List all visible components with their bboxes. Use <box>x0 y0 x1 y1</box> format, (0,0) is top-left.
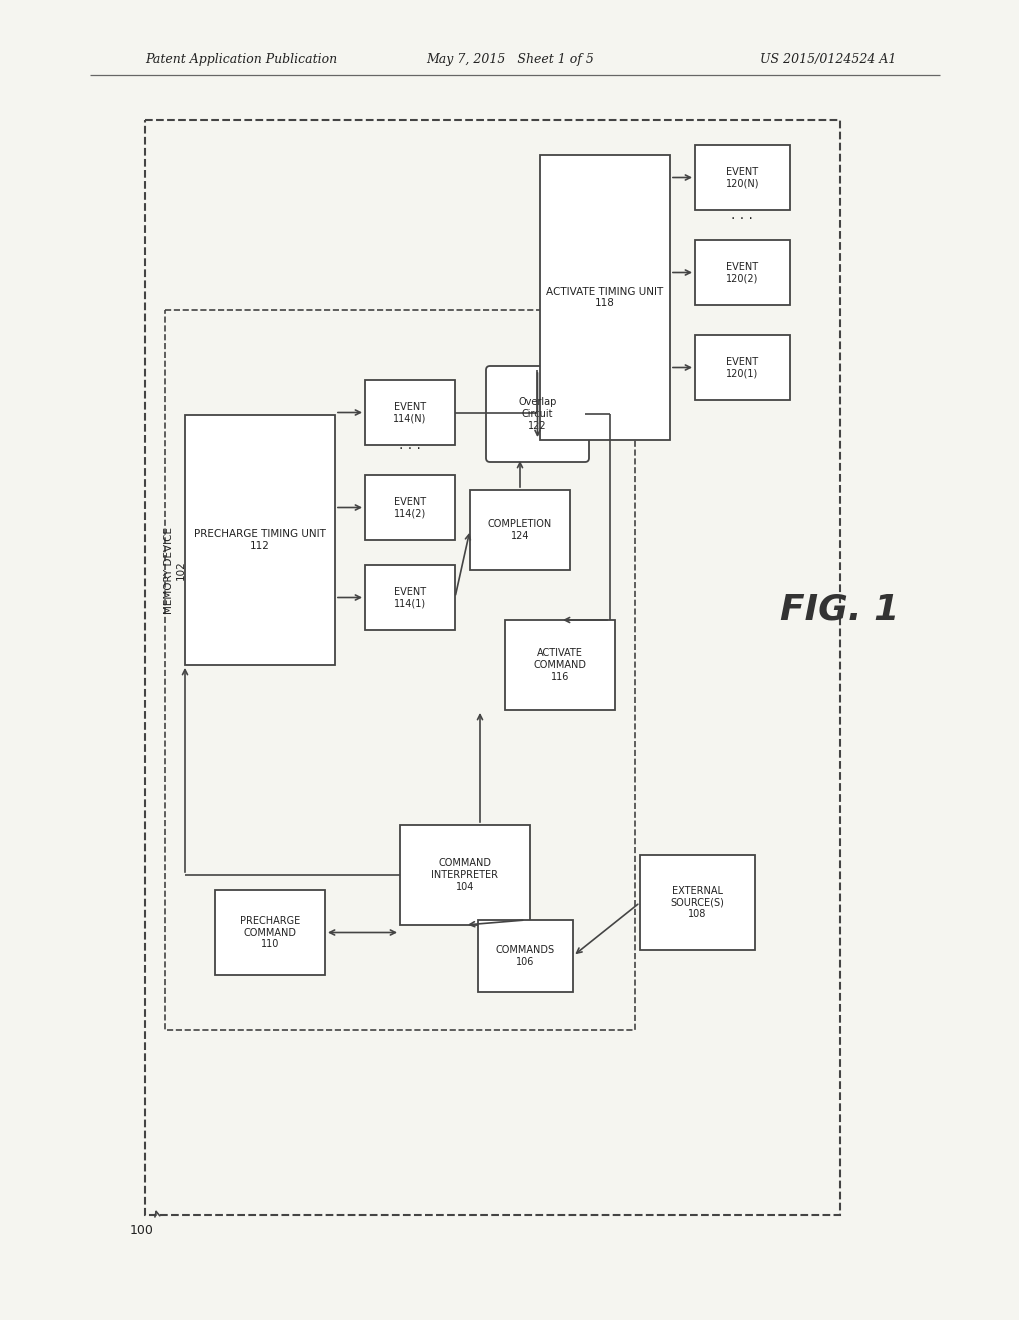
Text: FIG. 1: FIG. 1 <box>780 593 899 627</box>
Bar <box>365 475 454 540</box>
Text: ACTIVATE
COMMAND
116: ACTIVATE COMMAND 116 <box>533 648 586 681</box>
Text: US 2015/0124524 A1: US 2015/0124524 A1 <box>759 54 896 66</box>
Text: . . .: . . . <box>731 209 752 222</box>
Bar <box>215 890 325 975</box>
Bar <box>184 414 334 665</box>
Text: EVENT
120(2): EVENT 120(2) <box>726 261 758 284</box>
Text: COMPLETION
124: COMPLETION 124 <box>487 519 551 541</box>
Text: COMMAND
INTERPRETER
104: COMMAND INTERPRETER 104 <box>431 858 498 891</box>
Bar <box>694 240 790 305</box>
Text: PRECHARGE
COMMAND
110: PRECHARGE COMMAND 110 <box>239 916 300 949</box>
Text: EVENT
114(N): EVENT 114(N) <box>393 401 426 424</box>
Text: Overlap
Circuit
122: Overlap Circuit 122 <box>518 397 556 430</box>
Bar <box>504 620 614 710</box>
FancyBboxPatch shape <box>485 366 588 462</box>
Text: PRECHARGE TIMING UNIT
112: PRECHARGE TIMING UNIT 112 <box>194 529 326 550</box>
Text: EVENT
120(1): EVENT 120(1) <box>726 356 758 379</box>
Text: . . .: . . . <box>398 438 421 451</box>
Text: EXTERNAL
SOURCE(S)
108: EXTERNAL SOURCE(S) 108 <box>669 886 723 919</box>
Bar <box>639 855 754 950</box>
Text: ACTIVATE TIMING UNIT
118: ACTIVATE TIMING UNIT 118 <box>546 286 663 309</box>
Text: MEMORY DEVICE
102: MEMORY DEVICE 102 <box>164 527 185 614</box>
Text: 100: 100 <box>130 1224 154 1237</box>
Bar <box>539 154 669 440</box>
Bar <box>478 920 573 993</box>
Text: EVENT
114(1): EVENT 114(1) <box>393 586 426 609</box>
Bar <box>694 145 790 210</box>
Bar <box>399 825 530 925</box>
Bar <box>145 120 840 1214</box>
Bar <box>470 490 570 570</box>
Text: Patent Application Publication: Patent Application Publication <box>145 54 337 66</box>
Bar <box>694 335 790 400</box>
Bar <box>165 310 635 1030</box>
Bar <box>365 380 454 445</box>
Text: May 7, 2015   Sheet 1 of 5: May 7, 2015 Sheet 1 of 5 <box>426 54 593 66</box>
Text: EVENT
114(2): EVENT 114(2) <box>393 496 426 519</box>
Text: COMMANDS
106: COMMANDS 106 <box>495 945 554 966</box>
Text: EVENT
120(N): EVENT 120(N) <box>726 166 758 189</box>
Bar <box>365 565 454 630</box>
